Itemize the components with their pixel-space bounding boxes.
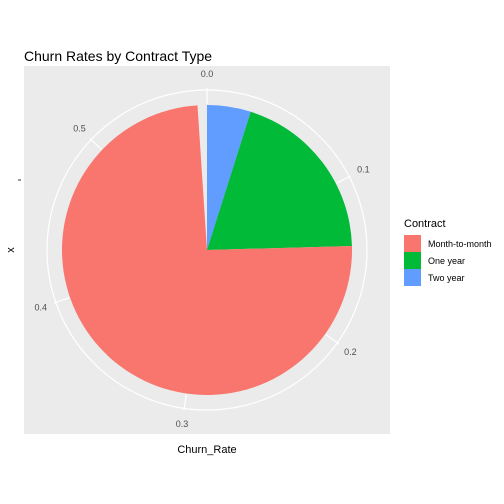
- x-axis-title: Churn_Rate: [177, 444, 236, 456]
- chart-title: Churn Rates by Contract Type: [24, 48, 212, 64]
- grid-spoke: [336, 175, 352, 184]
- polar-grid: [46, 88, 368, 411]
- pie-slice-month-to-month: [62, 105, 353, 395]
- pie-slice-two-year: [207, 105, 251, 250]
- legend-label: Two year: [428, 273, 465, 283]
- theta-tick-label: 0.1: [357, 164, 370, 174]
- theta-tick-labels: 0.0 0.1 0.2 0.3 0.4 0.5: [34, 69, 369, 429]
- grid-spoke: [183, 394, 187, 411]
- grid-spoke: [89, 137, 102, 150]
- theta-tick-label: 0.5: [73, 124, 86, 134]
- theta-tick-label: 0.0: [201, 69, 214, 79]
- legend-label: Month-to-month: [428, 239, 492, 249]
- theta-tick-label: 0.3: [176, 419, 189, 429]
- legend-key: [404, 235, 421, 252]
- legend-label: One year: [428, 256, 465, 266]
- grid-spoke: [53, 297, 70, 304]
- pie-slices: [62, 105, 353, 395]
- legend: Contract Month-to-month One year Two year: [404, 218, 492, 286]
- legend-title: Contract: [404, 218, 446, 230]
- y-axis-title: x: [5, 247, 17, 253]
- pie-slice-one-year: [207, 111, 352, 250]
- grid-spoke: [325, 334, 340, 345]
- legend-key: [404, 252, 421, 269]
- legend-key: [404, 269, 421, 286]
- theta-tick-label: 0.2: [344, 347, 357, 357]
- theta-tick-label: 0.4: [34, 303, 47, 313]
